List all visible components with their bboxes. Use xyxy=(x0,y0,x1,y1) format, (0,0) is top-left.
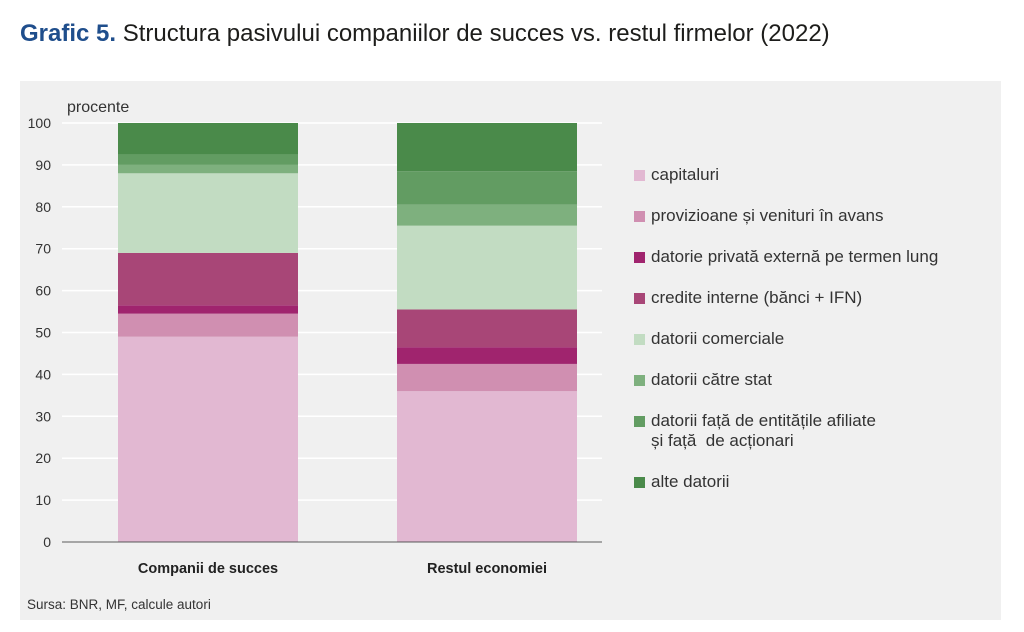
legend-item: credite interne (bănci + IFN) xyxy=(634,288,938,308)
bar-segment xyxy=(118,252,298,306)
y-tick-label: 60 xyxy=(35,283,51,299)
bar-segment xyxy=(397,204,577,226)
legend-label: capitaluri xyxy=(651,165,720,184)
bar-segment xyxy=(397,391,577,542)
legend-swatch xyxy=(634,416,645,427)
legend-swatch xyxy=(634,334,645,345)
stacked-bar-chart: 0 10 20 30 40 50 60 70 80 90 100 procente Companii d… xyxy=(28,99,602,577)
y-tick-label: 100 xyxy=(28,115,52,131)
legend-label: credite interne (bănci + IFN) xyxy=(651,288,863,307)
bar-segment xyxy=(118,336,298,542)
legend-label: datorii către stat xyxy=(651,370,772,389)
y-axis-label: procente xyxy=(67,99,129,116)
bar-segment xyxy=(118,313,298,337)
bar-segment xyxy=(118,164,298,174)
legend-swatch xyxy=(634,170,645,181)
y-tick-label: 70 xyxy=(35,241,51,257)
y-tick-label: 0 xyxy=(43,534,51,550)
legend-item: provizioane și venituri în avans xyxy=(634,206,938,226)
bar-segment xyxy=(397,309,577,348)
bar-segment xyxy=(397,171,577,205)
y-tick-label: 30 xyxy=(35,408,51,424)
legend-item: datorie privată externă pe termen lung xyxy=(634,247,938,267)
x-category-label: Restul economiei xyxy=(427,561,547,577)
y-tick-label: 20 xyxy=(35,450,51,466)
y-tick-label: 10 xyxy=(35,492,51,508)
bar-segment xyxy=(118,173,298,253)
legend-label: datorii comerciale xyxy=(651,329,785,348)
legend-item: alte datorii xyxy=(634,472,938,492)
legend-item: capitaluri xyxy=(634,165,938,185)
legend-item: datorii către stat xyxy=(634,370,938,390)
legend-label: datorie privată externă pe termen lung xyxy=(651,247,939,266)
legend-swatch xyxy=(634,477,645,488)
legend-swatch xyxy=(634,375,645,386)
legend-swatch xyxy=(634,293,645,304)
legend-item: datorii față de entitățile afiliate și f… xyxy=(634,411,938,451)
bar-segment xyxy=(118,123,298,155)
legend-item: datorii comerciale xyxy=(634,329,938,349)
legend-swatch xyxy=(634,211,645,222)
legend-swatch xyxy=(634,252,645,263)
y-tick-label: 90 xyxy=(35,157,51,173)
legend-label: datorii față de entitățile afiliate și f… xyxy=(651,411,876,450)
chart-title-number: Grafic 5. xyxy=(20,20,117,47)
chart-legend: capitaluri provizioane și venituri în ava… xyxy=(634,165,938,513)
bar-segment xyxy=(397,363,577,392)
y-tick-label: 50 xyxy=(35,325,51,341)
chart-panel: 0 10 20 30 40 50 60 70 80 90 100 procente Companii d… xyxy=(20,81,1001,620)
x-category-label: Companii de succes xyxy=(138,561,278,577)
y-tick-label: 80 xyxy=(35,199,51,215)
bar-segment xyxy=(118,305,298,314)
bar-segment xyxy=(397,347,577,364)
legend-label: provizioane și venituri în avans xyxy=(651,206,884,225)
legend-label: alte datorii xyxy=(651,472,730,491)
y-tick-label: 40 xyxy=(35,366,51,382)
chart-title: Grafic 5. Structura pasivului companiilo… xyxy=(20,20,830,48)
bar-segment xyxy=(397,123,577,172)
bar-segment xyxy=(397,225,577,310)
bar-segment xyxy=(118,154,298,165)
source-note: Sursa: BNR, MF, calcule autori xyxy=(27,597,211,612)
chart-title-text: Structura pasivului companiilor de succe… xyxy=(122,20,830,47)
